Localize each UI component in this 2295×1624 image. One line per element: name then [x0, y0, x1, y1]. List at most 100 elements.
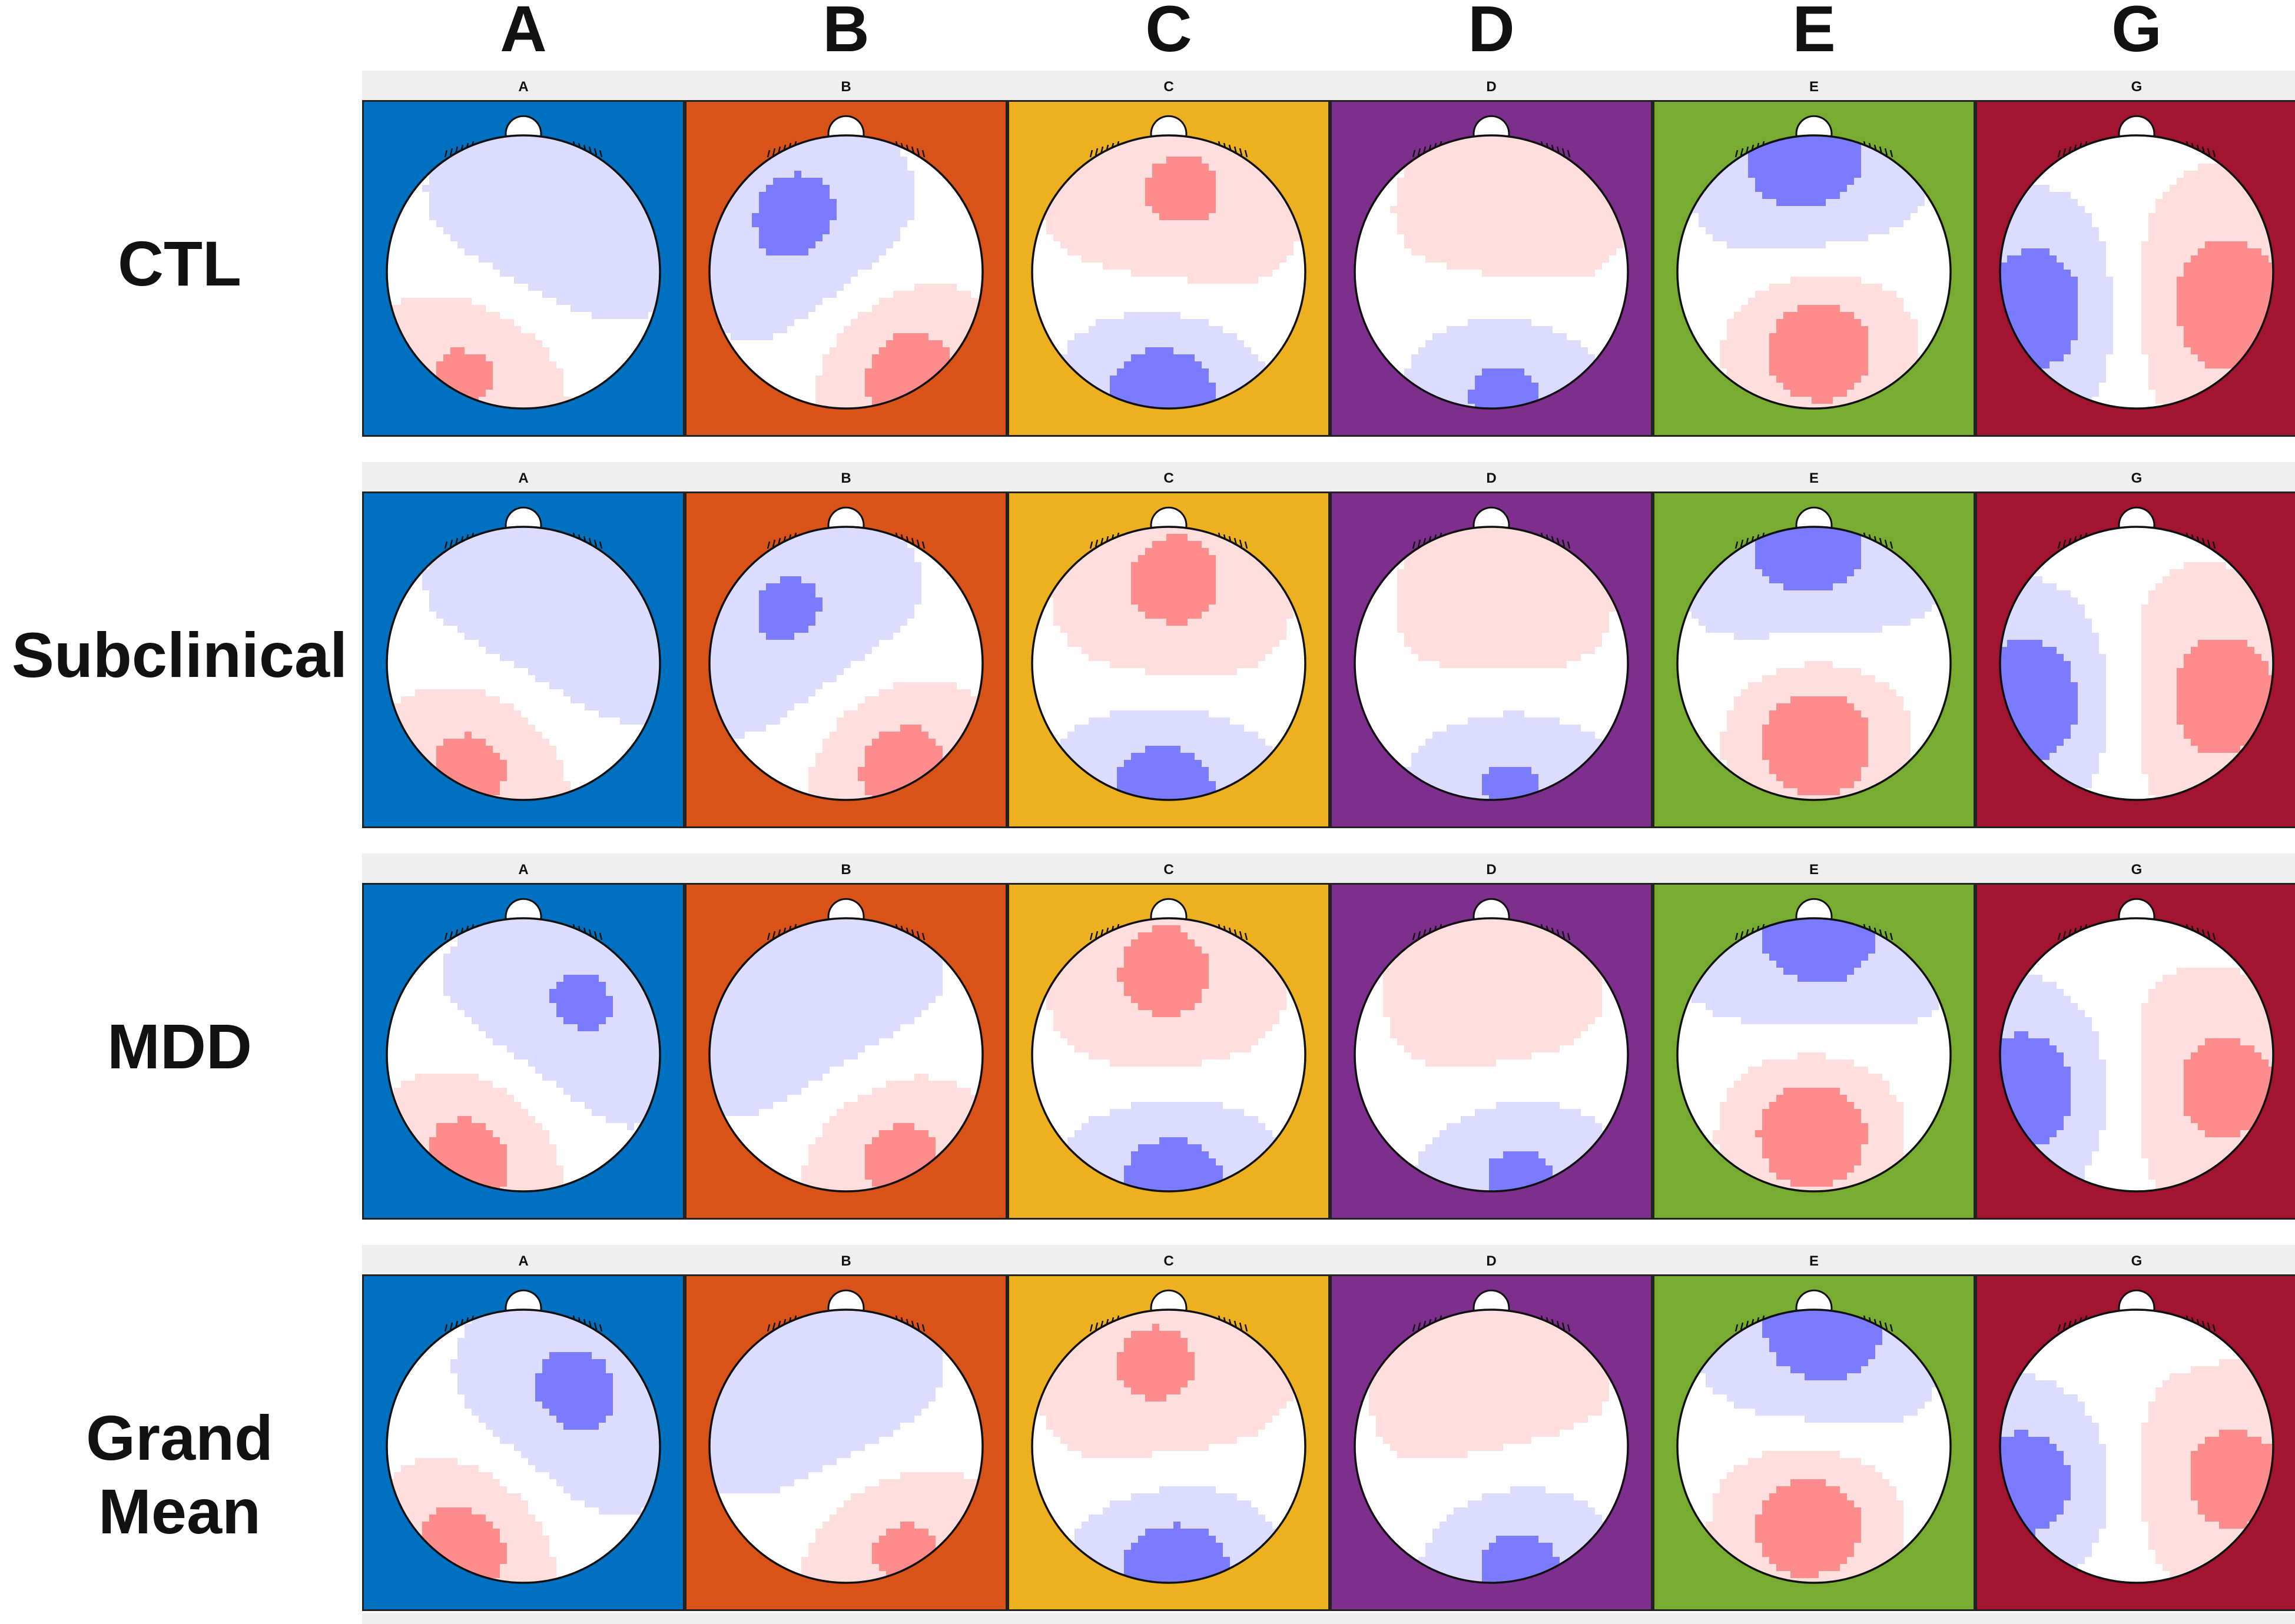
- nose-marker: [827, 1289, 865, 1316]
- panel-title: B: [685, 862, 1007, 878]
- ear-tick: [921, 541, 926, 549]
- ear-tick: [1239, 148, 1243, 156]
- ear-tick: [772, 148, 776, 156]
- panel-title: E: [1653, 1253, 1975, 1270]
- panel-title-strip: D: [1330, 853, 1653, 883]
- topomap-panel-a: [362, 100, 685, 437]
- panel-title: D: [1330, 79, 1653, 95]
- topomap-panel-d: [1330, 883, 1653, 1220]
- panel-title: G: [1975, 470, 2295, 487]
- panel-title: C: [1007, 79, 1330, 95]
- nose-marker: [1150, 1289, 1188, 1316]
- ear-tick: [1567, 150, 1571, 158]
- scalp-map: [1999, 115, 2274, 410]
- ear-tick: [916, 148, 920, 156]
- topomap-panel-c: [1007, 100, 1330, 437]
- panel-title: D: [1330, 1253, 1653, 1270]
- scalp-map: [1999, 506, 2274, 801]
- topomap-panel-c: [1007, 491, 1330, 828]
- ear-tick: [1089, 932, 1093, 941]
- ear-tick: [449, 539, 453, 547]
- panel-title-strip: E: [1653, 71, 1975, 100]
- ear-tick: [593, 931, 598, 939]
- column-header-a: A: [362, 0, 685, 62]
- ear-tick: [1412, 541, 1416, 549]
- panel-title-strip: A: [362, 71, 685, 100]
- potential-field: [1032, 918, 1305, 1191]
- panel-title-strip: B: [685, 462, 1007, 491]
- ear-tick: [2207, 931, 2211, 939]
- ear-tick: [1412, 150, 1416, 158]
- panel-title-strip: E: [1653, 853, 1975, 883]
- ear-tick: [1734, 932, 1739, 941]
- scalp-map: [708, 1289, 984, 1584]
- head-outline: [1031, 1309, 1306, 1584]
- head-outline: [1676, 1309, 1952, 1584]
- ear-tick: [2207, 1322, 2211, 1330]
- ear-tick: [1239, 1322, 1243, 1330]
- topomap-panel-e: [1653, 100, 1975, 437]
- potential-field: [1355, 527, 1628, 800]
- panel-title: G: [1975, 1253, 2295, 1270]
- scalp-map: [1354, 115, 1629, 410]
- panel-title: C: [1007, 1253, 1330, 1270]
- nose-marker: [505, 115, 542, 141]
- ear-tick: [599, 1324, 603, 1332]
- ear-tick: [1884, 539, 1888, 547]
- head-outline: [1354, 1309, 1629, 1584]
- nose-marker: [1150, 898, 1188, 924]
- panel-title: E: [1653, 862, 1975, 878]
- ear-tick: [1561, 1322, 1566, 1330]
- ear-tick: [1089, 541, 1093, 549]
- ear-tick: [1412, 932, 1416, 941]
- nose-marker: [827, 115, 865, 141]
- nose-marker: [2118, 898, 2155, 924]
- panel-title: B: [685, 470, 1007, 487]
- scalp-map: [708, 115, 984, 410]
- panel-title: E: [1653, 79, 1975, 95]
- column-header-e: E: [1653, 0, 1975, 62]
- topomap-panel-e: [1653, 1274, 1975, 1611]
- topomap-panel-e: [1653, 883, 1975, 1220]
- scalp-map: [1031, 898, 1306, 1193]
- ear-tick: [1884, 148, 1888, 156]
- panel-title-strip: D: [1330, 71, 1653, 100]
- nose-marker: [505, 898, 542, 924]
- nose-marker: [1472, 115, 1510, 141]
- nose-marker: [2118, 115, 2155, 141]
- panel-title: E: [1653, 470, 1975, 487]
- nose-marker: [1150, 115, 1188, 141]
- panel-title: B: [685, 1253, 1007, 1270]
- ear-tick: [444, 150, 448, 158]
- ear-tick: [1740, 539, 1744, 547]
- topomap-panel-c: [1007, 1274, 1330, 1611]
- row-label-mdd: MDD: [0, 1009, 359, 1083]
- ear-tick: [1889, 150, 1893, 158]
- ear-tick: [1412, 1324, 1416, 1332]
- ear-tick: [2207, 148, 2211, 156]
- panel-title-strip: E: [1653, 1245, 1975, 1274]
- ear-tick: [444, 1324, 448, 1332]
- ear-tick: [916, 931, 920, 939]
- ear-tick: [1244, 932, 1248, 941]
- scalp-map: [1999, 898, 2274, 1193]
- scalp-map: [1031, 115, 1306, 410]
- column-header-d: D: [1330, 0, 1653, 62]
- ear-tick: [1244, 541, 1248, 549]
- ear-tick: [599, 150, 603, 158]
- nose-marker: [1795, 115, 1833, 141]
- nose-marker: [827, 506, 865, 533]
- panel-title: A: [362, 862, 685, 878]
- ear-tick: [2062, 931, 2067, 939]
- topomap-panel-g: [1975, 100, 2295, 437]
- row-label-grand-mean: Grand Mean: [0, 1401, 359, 1548]
- ear-tick: [2212, 541, 2216, 549]
- head-outline: [708, 917, 984, 1193]
- ear-tick: [1567, 932, 1571, 941]
- ear-tick: [1417, 148, 1421, 156]
- ear-tick: [1095, 148, 1099, 156]
- ear-tick: [2057, 932, 2061, 941]
- panel-title-strip: G: [1975, 71, 2295, 100]
- topomap-panel-b: [685, 1274, 1007, 1611]
